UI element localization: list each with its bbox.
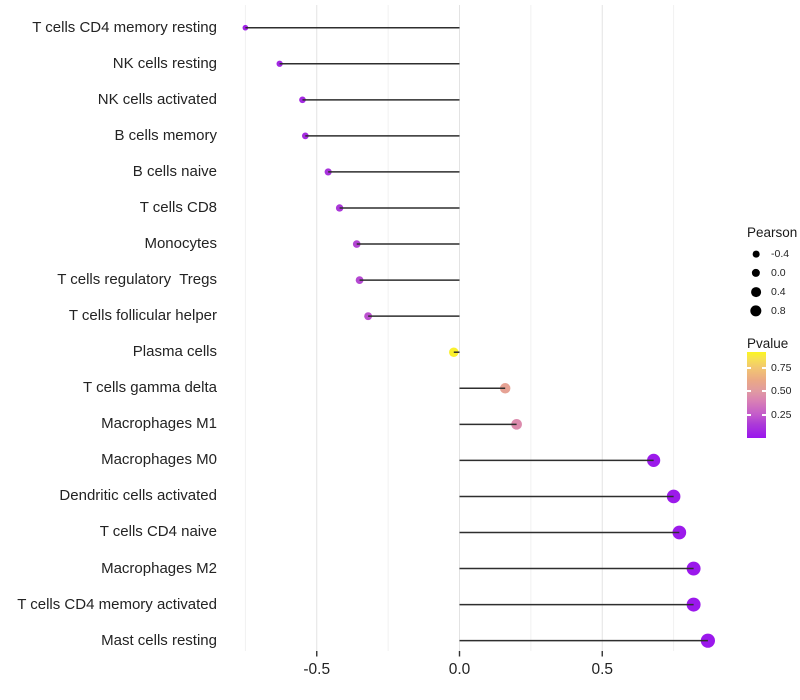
y-axis-label: T cells CD4 memory activated [17, 595, 217, 613]
pvalue-colorbar [747, 352, 766, 438]
pvalue-colorbar-tick-mark [747, 366, 751, 369]
pearson-legend-dot [751, 268, 761, 278]
pearson-legend-dot [752, 250, 760, 258]
pearson-legend-dot [750, 305, 762, 317]
y-axis-label: B cells naive [132, 163, 217, 181]
pvalue-colorbar-tick-mark [747, 413, 751, 416]
y-axis-label: NK cells activated [97, 91, 217, 109]
pearson-legend-item-label: -0.4 [771, 247, 790, 260]
y-axis-label: Macrophages M0 [101, 451, 217, 469]
y-axis-label: Monocytes [144, 235, 217, 253]
pearson-legend-dot [751, 287, 761, 297]
y-axis-label: NK cells resting [112, 54, 217, 72]
x-axis-tick-label: 0.5 [591, 661, 614, 678]
pvalue-colorbar-tick-label: 0.75 [771, 361, 792, 374]
y-axis-label: Macrophages M2 [101, 559, 217, 577]
y-axis-label: Mast cells resting [101, 631, 217, 649]
y-axis-label: T cells regulatory Tregs [57, 271, 217, 289]
y-axis-label: T cells CD8 [139, 199, 217, 217]
pearson-legend-item-label: 0.0 [771, 266, 786, 279]
pvalue-colorbar-tick-mark [762, 366, 766, 369]
x-axis-tick-label: -0.5 [303, 661, 331, 678]
pvalue-colorbar-tick-label: 0.50 [771, 385, 792, 397]
lollipop-dot [449, 347, 459, 357]
y-axis-label: T cells CD4 memory resting [32, 18, 217, 36]
x-axis-tick-label: 0.0 [448, 661, 471, 678]
y-axis-label: Macrophages M1 [101, 415, 217, 433]
pearson-legend-item-label: 0.4 [771, 285, 786, 298]
pvalue-colorbar-tick-mark [762, 390, 766, 393]
lollipop-dot [352, 240, 361, 248]
lollipop-dot [335, 204, 344, 212]
y-axis-label: T cells CD4 naive [99, 523, 217, 541]
pvalue-legend-title: Pvalue [747, 336, 789, 351]
pvalue-colorbar-tick-mark [747, 390, 751, 393]
pearson-legend-title: Pearson [747, 225, 798, 240]
y-axis-label: T cells follicular helper [68, 307, 217, 325]
pvalue-colorbar-tick-label: 0.25 [771, 408, 792, 421]
pvalue-colorbar-tick-mark [762, 413, 766, 416]
y-axis-label: Plasma cells [132, 343, 217, 361]
y-axis-label: B cells memory [114, 127, 217, 145]
y-axis-label: Dendritic cells activated [59, 487, 217, 505]
pearson-legend-item-label: 0.8 [771, 304, 786, 317]
y-axis-label: T cells gamma delta [83, 379, 217, 397]
